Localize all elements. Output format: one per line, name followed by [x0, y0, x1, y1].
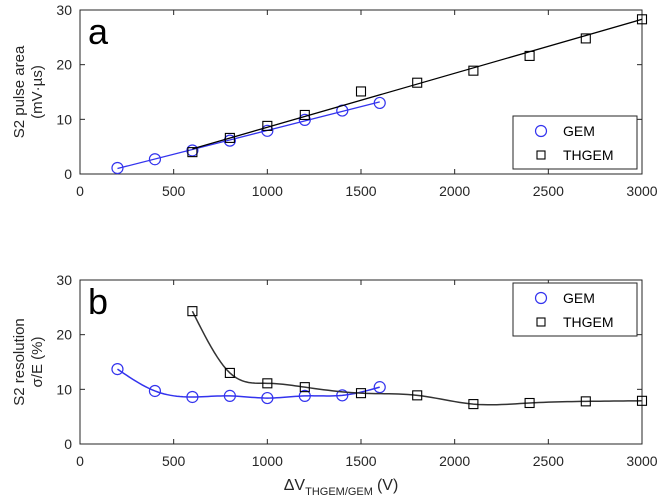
data-point-thgem	[468, 399, 479, 410]
data-point-thgem	[299, 109, 310, 121]
data-point-thgem	[580, 396, 591, 407]
x-tick-label: 1500	[345, 453, 376, 469]
data-point-thgem	[224, 367, 235, 378]
y-tick-label: 30	[56, 2, 72, 18]
y-tick-label: 0	[64, 436, 72, 452]
y-axis-label: S2 resolution	[11, 318, 28, 406]
data-point-thgem	[636, 395, 648, 406]
curve-thgem	[191, 310, 643, 406]
x-axis-label-sub: THGEM/GEM	[305, 486, 373, 498]
curve-gem	[117, 368, 380, 399]
y-tick-label: 10	[56, 111, 72, 127]
panel-a: 0 500 1000 1500 2000 2500 3000 0 10 20 30 S2 pulse …	[11, 2, 658, 199]
y-axis-unit: σ/E (%)	[29, 337, 46, 388]
x-tick-label: 2000	[439, 453, 470, 469]
x-tick-label: 1500	[345, 183, 376, 199]
x-tick-label: 500	[162, 453, 186, 469]
y-tick-label: 30	[56, 272, 72, 288]
data-point-thgem	[299, 382, 310, 393]
data-point-gem	[261, 124, 274, 137]
x-axis-label-unit: (V)	[377, 477, 398, 494]
series-gem	[111, 96, 386, 175]
x-tick-label: 2000	[439, 183, 470, 199]
data-point-thgem	[187, 306, 198, 317]
fit-line-gem	[117, 101, 380, 170]
data-point-gem	[298, 389, 311, 402]
data-point-thgem	[580, 33, 591, 44]
data-point-thgem	[355, 86, 367, 97]
legend: GEM THGEM	[512, 282, 638, 337]
x-axis-label-main: ΔV	[284, 477, 306, 494]
x-tick-label: 2500	[533, 453, 564, 469]
data-point-gem	[298, 113, 311, 126]
legend-marker-gem	[534, 124, 548, 138]
data-point-gem	[373, 96, 386, 110]
panel-letter: a	[88, 11, 109, 52]
x-tick-label: 0	[76, 183, 84, 199]
data-point-thgem	[412, 77, 423, 88]
data-point-thgem	[468, 65, 479, 76]
data-point-thgem	[412, 390, 423, 401]
fit-line-thgem	[192, 18, 643, 150]
legend-marker-thgem	[536, 317, 546, 327]
data-point-thgem	[355, 388, 367, 399]
series-thgem	[187, 14, 648, 158]
y-axis-label: S2 pulse area	[11, 45, 28, 138]
legend-marker-gem	[534, 291, 548, 305]
y-tick-label: 20	[56, 57, 72, 73]
data-point-gem	[186, 144, 199, 157]
data-point-thgem	[524, 397, 535, 409]
data-point-gem	[148, 153, 162, 166]
data-point-thgem	[224, 132, 235, 143]
data-point-gem	[186, 390, 199, 404]
data-point-gem	[111, 161, 124, 175]
x-tick-label: 3000	[626, 183, 657, 199]
data-point-gem	[223, 134, 236, 147]
panel-letter: b	[88, 281, 108, 322]
data-point-thgem	[187, 147, 198, 158]
legend-label-gem: GEM	[563, 123, 595, 139]
x-tick-label: 3000	[626, 453, 657, 469]
x-tick-label: 500	[162, 183, 186, 199]
series-thgem	[187, 306, 648, 410]
y-tick-label: 0	[64, 166, 72, 182]
data-point-gem	[336, 389, 349, 402]
x-tick-label: 1000	[252, 453, 283, 469]
data-point-thgem	[262, 120, 273, 131]
y-axis-unit: (mV·µs)	[29, 65, 46, 119]
legend-label-thgem: THGEM	[563, 314, 614, 330]
x-axis-label: ΔVTHGEM/GEM (V)	[284, 477, 399, 498]
legend-marker-thgem	[536, 150, 546, 160]
legend-label-thgem: THGEM	[563, 147, 614, 163]
y-tick-label: 10	[56, 381, 72, 397]
data-point-thgem	[262, 378, 273, 389]
data-point-gem	[223, 389, 236, 402]
series-gem	[111, 363, 386, 405]
data-point-gem	[148, 384, 162, 398]
data-point-thgem	[636, 14, 648, 25]
legend-box	[512, 282, 638, 337]
y-tick-label: 20	[56, 327, 72, 343]
x-tick-label: 0	[76, 453, 84, 469]
panel-b: 0 500 1000 1500 2000 2500 3000 0 10 20 30 S2 resolu…	[11, 272, 658, 498]
x-tick-label: 1000	[252, 183, 283, 199]
legend: GEM THGEM	[512, 115, 638, 170]
data-point-gem	[373, 381, 386, 394]
data-point-gem	[111, 363, 124, 376]
data-point-gem	[261, 391, 274, 405]
legend-box	[512, 115, 638, 170]
x-tick-label: 2500	[533, 183, 564, 199]
legend-label-gem: GEM	[563, 290, 595, 306]
data-point-thgem	[524, 50, 535, 61]
